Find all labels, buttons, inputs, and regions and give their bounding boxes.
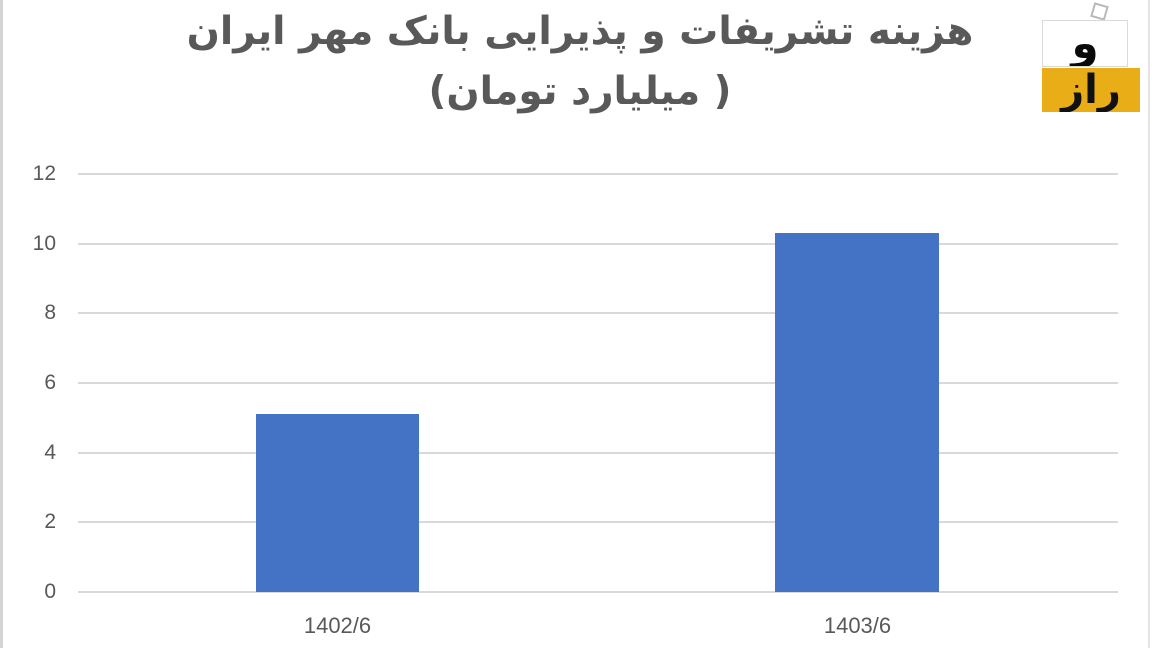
logo-letter-box: و [1042, 20, 1128, 67]
gridline [78, 382, 1118, 384]
chart-title-line1: هزینه تشریفات و پذیرایی بانک مهر ایران [186, 9, 974, 54]
left-edge-border [0, 0, 3, 648]
gridline [78, 521, 1118, 524]
y-axis-tick-label: 4 [44, 440, 56, 464]
plot-area [78, 173, 1118, 593]
y-axis-tick-label: 0 [44, 580, 56, 603]
y-axis-tick-label: 2 [44, 510, 56, 534]
y-axis-tick-label: 10 [32, 231, 56, 255]
y-axis-tick-label: 12 [32, 162, 56, 185]
gridline [78, 312, 1118, 315]
logo: و راز [1040, 0, 1152, 118]
chart: 0 2 4 6 8 10 12 1402/6 1403/6 [0, 162, 1152, 648]
gridline [78, 591, 1118, 593]
bar [775, 233, 939, 592]
chart-title: هزینه تشریفات و پذیرایی بانک مهر ایران (… [56, 2, 1104, 122]
logo-word-box: راز [1042, 68, 1140, 112]
right-edge-border [1148, 0, 1150, 648]
x-axis-category-label: 1402/6 [303, 613, 372, 638]
y-axis-tick-label: 6 [44, 371, 56, 394]
y-axis-tick-label: 8 [44, 301, 56, 325]
chart-title-line2: ( میلیارد تومان) [428, 69, 732, 114]
gridline [78, 242, 1118, 245]
gridline [78, 451, 1118, 454]
x-axis-category-label: 1403/6 [823, 613, 892, 638]
diamond-icon [1090, 2, 1109, 21]
logo-word: راز [1061, 68, 1121, 112]
logo-letter: و [1071, 20, 1099, 67]
gridline [78, 173, 1118, 175]
bar [256, 414, 419, 592]
